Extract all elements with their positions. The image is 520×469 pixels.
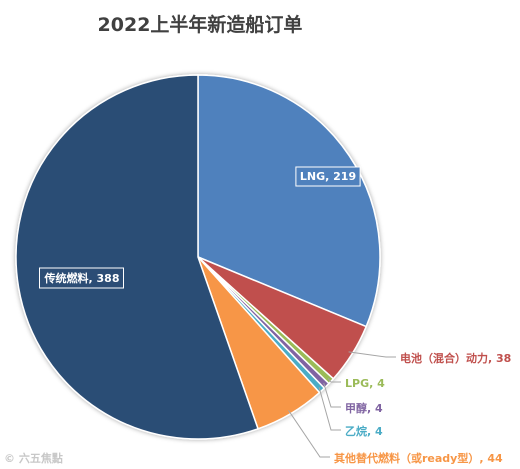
leader-line-5 bbox=[288, 410, 330, 458]
data-label-4: 乙烷, 4 bbox=[345, 424, 383, 438]
data-label-2: LPG, 4 bbox=[345, 377, 385, 390]
pie-slices bbox=[15, 74, 381, 440]
leader-line-4 bbox=[318, 387, 341, 431]
data-label-box-6 bbox=[39, 267, 124, 289]
data-label-0: LNG, 219 bbox=[300, 170, 356, 183]
watermark: © 六五焦點 bbox=[4, 451, 63, 465]
data-label-3: 甲醇, 4 bbox=[345, 401, 383, 415]
leader-line-3 bbox=[323, 382, 341, 408]
data-label-5: 其他替代燃料（或ready型）, 44 bbox=[334, 451, 503, 465]
data-label-1: 电池（混合）动力, 38 bbox=[400, 351, 511, 365]
leader-lines bbox=[288, 351, 396, 458]
data-label-box-0 bbox=[295, 166, 361, 187]
pie-slice-0 bbox=[197, 74, 381, 328]
leader-line-2 bbox=[327, 378, 341, 383]
leader-line-1 bbox=[348, 351, 396, 358]
data-label-6: 传统燃料, 388 bbox=[44, 271, 120, 285]
pie-slice-6 bbox=[15, 74, 259, 440]
data-labels: LNG, 219 电池（混合）动力, 38 LPG, 4 甲醇, 4 乙烷, 4 其他替代… bbox=[39, 166, 511, 465]
chart-title: 2022上半年新造船订单 bbox=[97, 14, 303, 36]
